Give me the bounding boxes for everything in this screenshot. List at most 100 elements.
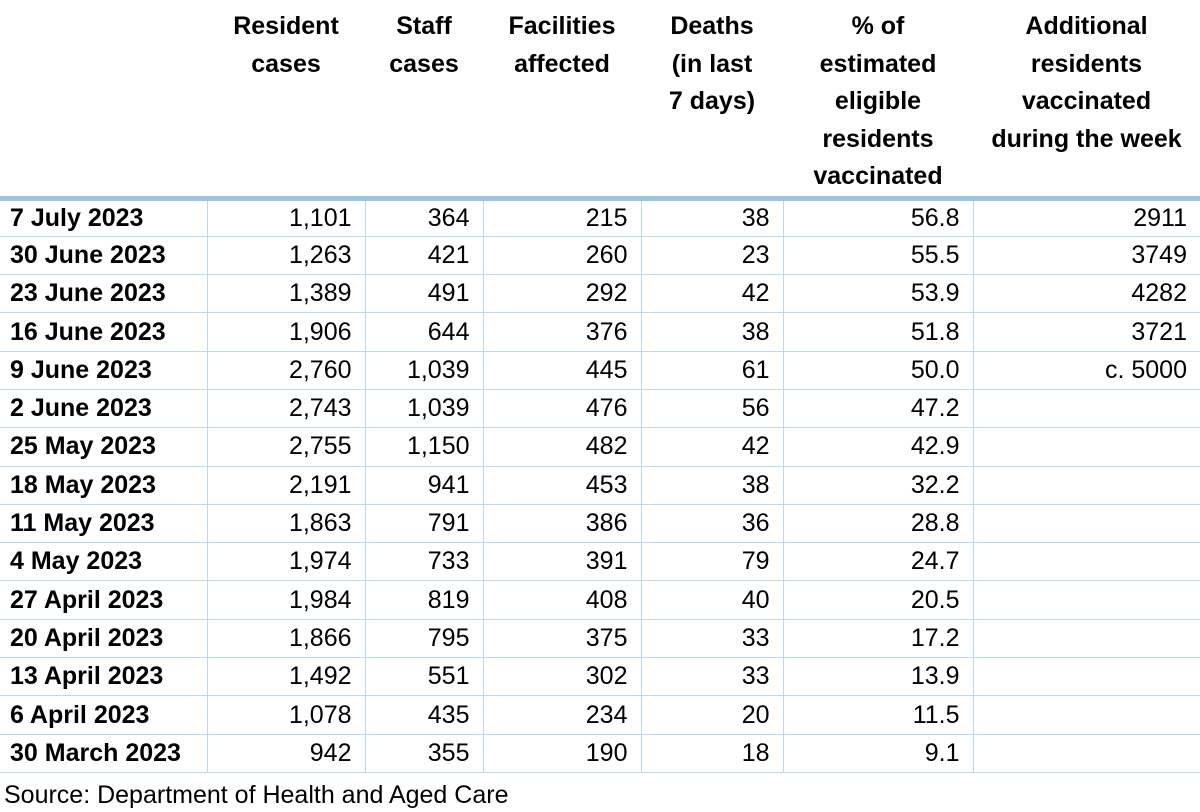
value-cell-facilities-affected: 234 <box>482 695 641 735</box>
value-cell-pct-eligible-residents-vaccinated: 53.9 <box>782 274 973 314</box>
value-cell-pct-eligible-residents-vaccinated: 32.2 <box>782 466 973 505</box>
value-cell-deaths-last-7-days: 38 <box>640 466 783 505</box>
value-cell-staff-cases: 941 <box>364 466 483 505</box>
value-cell-deaths-last-7-days: 36 <box>640 504 783 544</box>
table-row: 27 April 2023 1,984 819 408 40 20.5 <box>0 580 1200 620</box>
value-cell-staff-cases: 551 <box>364 657 483 697</box>
value-cell-additional-residents-vaccinated <box>972 427 1200 467</box>
value-cell-pct-eligible-residents-vaccinated: 47.2 <box>782 389 973 429</box>
table-row: 11 May 2023 1,863 791 386 36 28.8 <box>0 504 1200 544</box>
date-cell: 11 May 2023 <box>0 504 207 544</box>
date-cell: 27 April 2023 <box>0 580 207 620</box>
value-cell-resident-cases: 1,866 <box>206 619 365 659</box>
value-cell-facilities-affected: 260 <box>482 236 641 276</box>
value-cell-pct-eligible-residents-vaccinated: 51.8 <box>782 312 973 352</box>
value-cell-staff-cases: 644 <box>364 312 483 352</box>
value-cell-resident-cases: 2,743 <box>206 389 365 429</box>
value-cell-deaths-last-7-days: 33 <box>640 619 783 659</box>
table-row: 7 July 2023 1,101 364 215 38 56.8 2911 <box>0 198 1200 237</box>
value-cell-facilities-affected: 375 <box>482 619 641 659</box>
value-cell-pct-eligible-residents-vaccinated: 28.8 <box>782 504 973 544</box>
date-cell: 13 April 2023 <box>0 657 207 697</box>
value-cell-staff-cases: 435 <box>364 695 483 735</box>
table-row: 9 June 2023 2,760 1,039 445 61 50.0 c. 5000 <box>0 351 1200 390</box>
value-cell-resident-cases: 1,263 <box>206 236 365 276</box>
value-cell-additional-residents-vaccinated: 3749 <box>972 236 1200 276</box>
value-cell-facilities-affected: 190 <box>482 734 641 773</box>
header-line: affected <box>514 49 610 78</box>
value-cell-additional-residents-vaccinated <box>972 466 1200 505</box>
value-cell-additional-residents-vaccinated <box>972 734 1200 773</box>
value-cell-staff-cases: 1,039 <box>364 351 483 390</box>
value-cell-additional-residents-vaccinated <box>972 695 1200 735</box>
value-cell-resident-cases: 1,984 <box>206 580 365 620</box>
header-date <box>0 0 207 201</box>
value-cell-facilities-affected: 445 <box>482 351 641 390</box>
header-line: vaccinated <box>813 162 943 190</box>
table-body: 7 July 2023 1,101 364 215 38 56.8 2911 30 June … <box>0 198 1200 773</box>
value-cell-pct-eligible-residents-vaccinated: 55.5 <box>782 236 973 276</box>
value-cell-additional-residents-vaccinated: 3721 <box>972 312 1200 352</box>
value-cell-staff-cases: 733 <box>364 542 483 582</box>
value-cell-resident-cases: 1,101 <box>206 198 365 237</box>
header-line: Additional <box>1025 12 1148 40</box>
value-cell-facilities-affected: 376 <box>482 312 641 352</box>
table-row: 6 April 2023 1,078 435 234 20 11.5 <box>0 695 1200 735</box>
date-cell: 4 May 2023 <box>0 542 207 582</box>
value-cell-staff-cases: 791 <box>364 504 483 544</box>
table-row: 16 June 2023 1,906 644 376 38 51.8 3721 <box>0 312 1200 352</box>
value-cell-staff-cases: 1,039 <box>364 389 483 429</box>
value-cell-facilities-affected: 386 <box>482 504 641 544</box>
value-cell-pct-eligible-residents-vaccinated: 20.5 <box>782 580 973 620</box>
value-cell-resident-cases: 1,389 <box>206 274 365 314</box>
value-cell-deaths-last-7-days: 23 <box>640 236 783 276</box>
value-cell-staff-cases: 491 <box>364 274 483 314</box>
date-cell: 6 April 2023 <box>0 695 207 735</box>
value-cell-pct-eligible-residents-vaccinated: 9.1 <box>782 734 973 773</box>
value-cell-staff-cases: 421 <box>364 236 483 276</box>
value-cell-staff-cases: 355 <box>364 734 483 773</box>
date-cell: 7 July 2023 <box>0 198 207 237</box>
value-cell-resident-cases: 2,760 <box>206 351 365 390</box>
header-line: cases <box>251 49 321 78</box>
value-cell-additional-residents-vaccinated <box>972 542 1200 582</box>
table-row: 25 May 2023 2,755 1,150 482 42 42.9 <box>0 427 1200 467</box>
value-cell-additional-residents-vaccinated <box>972 619 1200 659</box>
table-header-row: Resident cases Staff cases Facilities affecte… <box>0 0 1200 201</box>
value-cell-pct-eligible-residents-vaccinated: 13.9 <box>782 657 973 697</box>
header-line: residents <box>822 124 934 153</box>
value-cell-facilities-affected: 476 <box>482 389 641 429</box>
value-cell-staff-cases: 364 <box>364 198 483 237</box>
date-cell: 2 June 2023 <box>0 389 207 429</box>
header-line: during the week <box>991 124 1182 153</box>
value-cell-additional-residents-vaccinated: c. 5000 <box>972 351 1200 390</box>
table-row: 2 June 2023 2,743 1,039 476 56 47.2 <box>0 389 1200 429</box>
date-cell: 25 May 2023 <box>0 427 207 467</box>
value-cell-deaths-last-7-days: 20 <box>640 695 783 735</box>
header-line: Deaths <box>670 12 754 40</box>
header-line: % of <box>851 12 905 40</box>
value-cell-deaths-last-7-days: 61 <box>640 351 783 390</box>
header-pct-eligible-residents-vaccinated: % of estimated eligible residents vaccinated <box>783 0 973 201</box>
value-cell-pct-eligible-residents-vaccinated: 17.2 <box>782 619 973 659</box>
value-cell-resident-cases: 942 <box>206 734 365 773</box>
value-cell-facilities-affected: 292 <box>482 274 641 314</box>
header-line: Facilities <box>508 12 616 40</box>
date-cell: 30 March 2023 <box>0 734 207 773</box>
table-row: 30 March 2023 942 355 190 18 9.1 <box>0 734 1200 773</box>
value-cell-facilities-affected: 215 <box>482 198 641 237</box>
value-cell-facilities-affected: 408 <box>482 580 641 620</box>
value-cell-additional-residents-vaccinated <box>972 389 1200 429</box>
header-additional-residents-vaccinated: Additional residents vaccinated during the … <box>973 0 1200 201</box>
value-cell-resident-cases: 1,906 <box>206 312 365 352</box>
table-row: 18 May 2023 2,191 941 453 38 32.2 <box>0 466 1200 505</box>
header-resident-cases: Resident cases <box>207 0 365 201</box>
value-cell-additional-residents-vaccinated <box>972 657 1200 697</box>
source-note: Source: Department of Health and Aged Ca… <box>4 780 509 809</box>
date-cell: 18 May 2023 <box>0 466 207 505</box>
value-cell-facilities-affected: 482 <box>482 427 641 467</box>
header-line: 7 days) <box>668 87 756 115</box>
value-cell-resident-cases: 2,755 <box>206 427 365 467</box>
date-cell: 9 June 2023 <box>0 351 207 390</box>
table-row: 13 April 2023 1,492 551 302 33 13.9 <box>0 657 1200 697</box>
